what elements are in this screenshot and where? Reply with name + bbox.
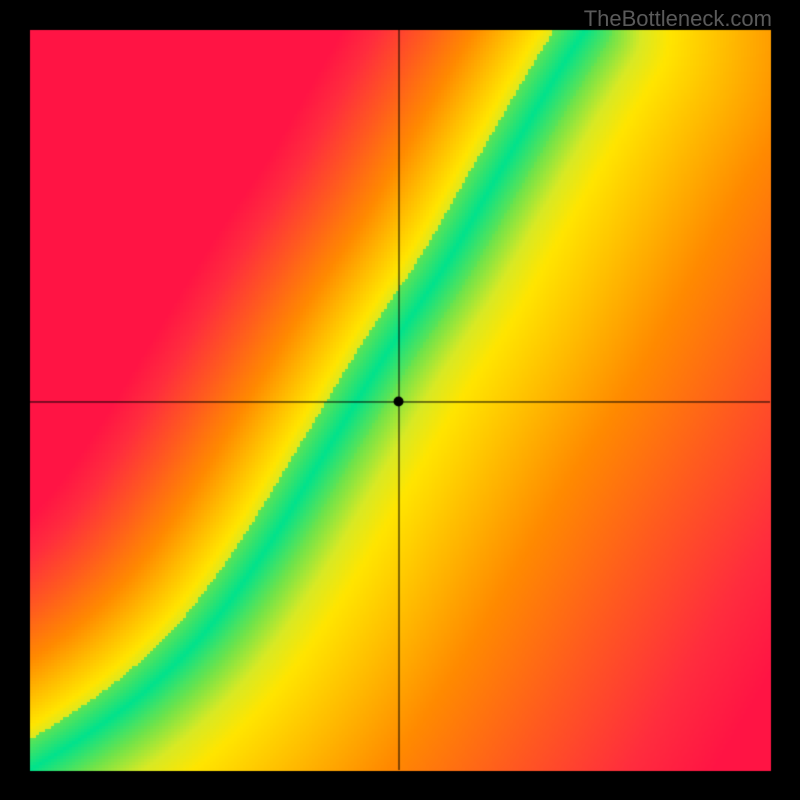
watermark-text: TheBottleneck.com bbox=[584, 6, 772, 32]
bottleneck-heatmap bbox=[0, 0, 800, 800]
